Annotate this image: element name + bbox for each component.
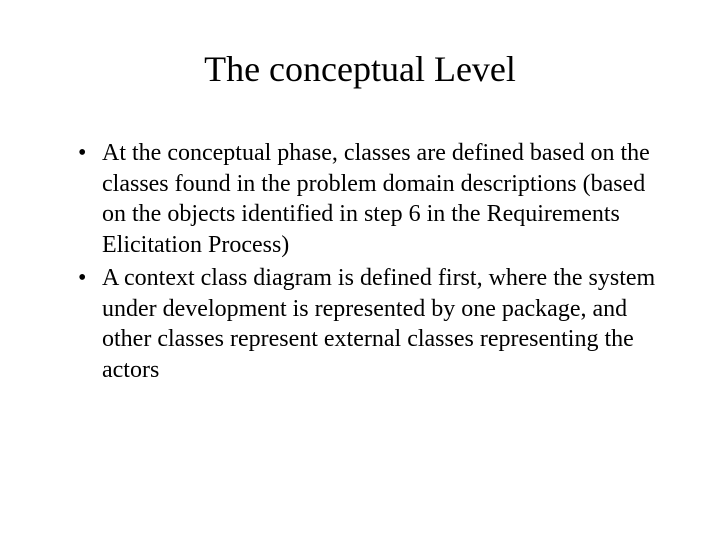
bullet-item: At the conceptual phase, classes are def… xyxy=(78,138,660,261)
bullet-item: A context class diagram is defined first… xyxy=(78,263,660,386)
bullet-list: At the conceptual phase, classes are def… xyxy=(60,138,660,386)
slide-title: The conceptual Level xyxy=(60,48,660,90)
